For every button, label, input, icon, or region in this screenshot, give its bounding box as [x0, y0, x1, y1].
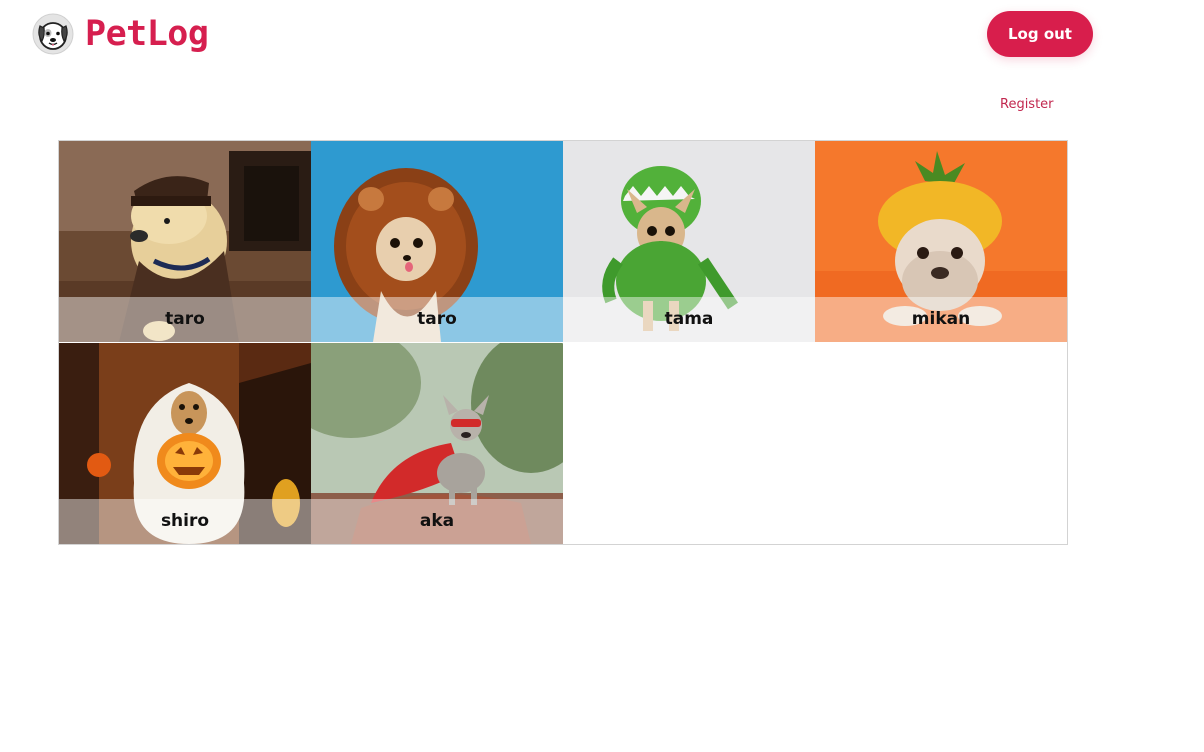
register-link[interactable]: Register: [1000, 97, 1054, 112]
app-title: PetLog: [85, 14, 209, 54]
pet-photo: [59, 141, 311, 342]
pet-card[interactable]: shiro: [59, 343, 311, 544]
pet-photo: [311, 343, 563, 544]
header-bar: PetLog Log out: [0, 0, 1204, 70]
logout-button[interactable]: Log out: [987, 11, 1093, 57]
pet-name: mikan: [815, 297, 1067, 342]
pet-photo: [815, 141, 1067, 342]
pet-name: taro: [59, 297, 311, 342]
pet-card[interactable]: tama: [563, 141, 815, 342]
pet-card[interactable]: mikan: [815, 141, 1067, 342]
pet-name: tama: [563, 297, 815, 342]
pet-name: taro: [311, 297, 563, 342]
pet-photo: [563, 141, 815, 342]
pet-photo: [59, 343, 311, 544]
dog-face-icon: [32, 13, 74, 55]
pet-card[interactable]: taro: [59, 141, 311, 342]
home-logo-link[interactable]: PetLog: [32, 12, 209, 56]
pet-card[interactable]: aka: [311, 343, 563, 544]
pet-name: aka: [311, 499, 563, 544]
pet-photo: [311, 141, 563, 342]
pet-card[interactable]: taro: [311, 141, 563, 342]
pet-name: shiro: [59, 499, 311, 544]
pet-grid: taro taro: [58, 140, 1068, 545]
